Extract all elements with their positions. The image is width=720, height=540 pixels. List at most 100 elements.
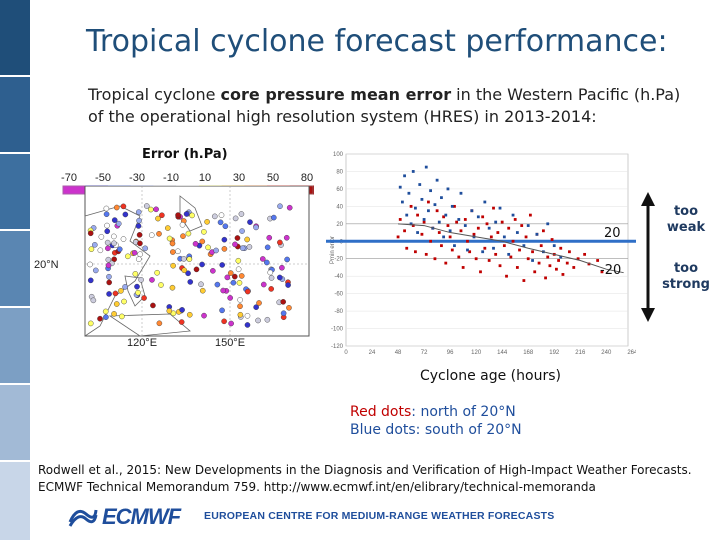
colorbar-tick-label: -30: [129, 172, 145, 184]
scatter-point: [396, 235, 400, 239]
y-tick-label: -40: [334, 274, 343, 280]
cyclone-error-dot: [138, 277, 144, 283]
colorbar-tick-label: 10: [199, 172, 211, 184]
scatter-point: [526, 257, 530, 261]
scatter-point: [459, 229, 463, 233]
y-tick-label: -100: [331, 327, 344, 333]
cyclone-error-dot: [271, 214, 277, 221]
cyclone-error-dot: [232, 241, 238, 248]
ecmwf-logo-icon: [68, 509, 98, 527]
x-tick-label: 168: [523, 350, 534, 356]
cyclone-error-dot: [149, 277, 155, 283]
scatter-point: [500, 220, 504, 224]
arrow-up-head: [641, 192, 655, 206]
weak-strong-double-arrow: [641, 192, 655, 322]
cyclone-error-dot: [113, 204, 120, 211]
scatter-point: [407, 191, 411, 195]
y-tick-label: 20: [336, 222, 343, 228]
scatter-point: [418, 183, 422, 186]
scatter-point: [429, 239, 432, 243]
cyclone-error-dot: [121, 298, 127, 305]
slide-title: Tropical cyclone forecast performance:: [86, 24, 668, 59]
cyclone-error-dot: [232, 215, 239, 222]
scatter-point: [463, 224, 467, 227]
scatter-point: [459, 191, 463, 195]
cyclone-error-dot: [164, 225, 171, 231]
scatter-point: [498, 206, 502, 210]
cyclone-error-dot: [286, 204, 293, 211]
cyclone-error-dot: [97, 247, 104, 254]
left-sidebar-bands: [0, 0, 30, 540]
scatter-point: [515, 266, 519, 269]
scatter-point: [463, 218, 467, 221]
slide-subtitle: Tropical cyclone core pressure mean erro…: [88, 84, 698, 128]
scatter-point: [489, 235, 493, 239]
cyclone-error-dot: [276, 274, 283, 281]
cyclone-error-dot: [122, 284, 128, 290]
scatter-point: [411, 170, 415, 173]
scatter-point: [505, 274, 508, 278]
cyclone-error-dot: [156, 320, 163, 327]
scatter-point: [546, 222, 550, 226]
colorbar-tick-label: -50: [95, 172, 111, 184]
scatter-point: [476, 226, 480, 230]
cyclone-error-dot: [88, 246, 95, 252]
cyclone-error-dot: [210, 268, 216, 274]
cyclone-error-dot: [153, 206, 159, 213]
scatter-point: [476, 215, 480, 219]
y-tick-label: 40: [336, 204, 343, 210]
scatter-point: [457, 218, 461, 221]
scatter-point: [531, 250, 534, 254]
scatter-point: [409, 222, 413, 226]
x-axis-label: Cyclone age (hours): [420, 368, 561, 384]
cyclone-error-dot: [219, 262, 225, 268]
scatter-point: [433, 257, 437, 261]
scatter-point: [552, 244, 556, 248]
scatter-point: [470, 209, 474, 213]
cyclone-error-dot: [283, 234, 290, 241]
y-axis-label: Pmin error: [330, 236, 336, 264]
plus-twenty-label: 20: [604, 226, 621, 241]
cyclone-error-dot: [264, 244, 271, 251]
cyclone-error-dot: [186, 311, 193, 318]
scatter-point: [420, 197, 424, 201]
cyclone-error-dot: [230, 279, 237, 286]
cyclone-error-dot: [154, 269, 160, 276]
cyclone-error-dot: [185, 230, 192, 237]
arrow-down-head: [641, 308, 655, 322]
cyclone-error-dot: [103, 211, 110, 218]
blue-dots-desc: : south of 20°N: [415, 422, 522, 438]
cyclone-error-dot: [166, 308, 173, 314]
cyclone-error-dot: [148, 206, 154, 213]
cyclone-error-dot: [87, 320, 94, 327]
scatter-point: [576, 257, 580, 261]
scatter-point: [492, 246, 495, 250]
plot-frame: [345, 153, 629, 347]
cyclone-error-dot: [112, 290, 119, 297]
cyclone-error-dot: [256, 300, 262, 306]
scatter-point: [444, 261, 448, 265]
scatter-point: [483, 246, 487, 250]
cyclone-error-dot: [246, 244, 253, 250]
subtitle-bold: core pressure mean error: [220, 85, 452, 104]
cyclone-error-dot: [136, 232, 143, 238]
cyclone-error-dot: [244, 288, 251, 295]
scatter-point: [448, 229, 452, 233]
cyclone-error-dot: [106, 291, 112, 297]
cyclone-error-dot: [181, 256, 187, 262]
lat-label: 20°N: [34, 259, 59, 271]
cyclone-error-dot: [104, 222, 110, 229]
y-tick-label: -80: [334, 309, 343, 315]
scatter-point: [448, 235, 452, 239]
cyclone-error-dot: [135, 289, 141, 296]
cyclone-error-dot: [222, 223, 229, 230]
x-tick-label: 48: [395, 350, 402, 356]
cyclone-error-dot: [253, 304, 259, 310]
scatter-point: [416, 231, 419, 234]
cyclone-error-dot: [217, 219, 224, 226]
sidebar-band: [0, 462, 30, 540]
scatter-point: [466, 239, 469, 243]
scatter-point: [524, 235, 528, 239]
colorbar-tick-label: 50: [267, 172, 279, 184]
cyclone-error-dot: [268, 275, 275, 281]
